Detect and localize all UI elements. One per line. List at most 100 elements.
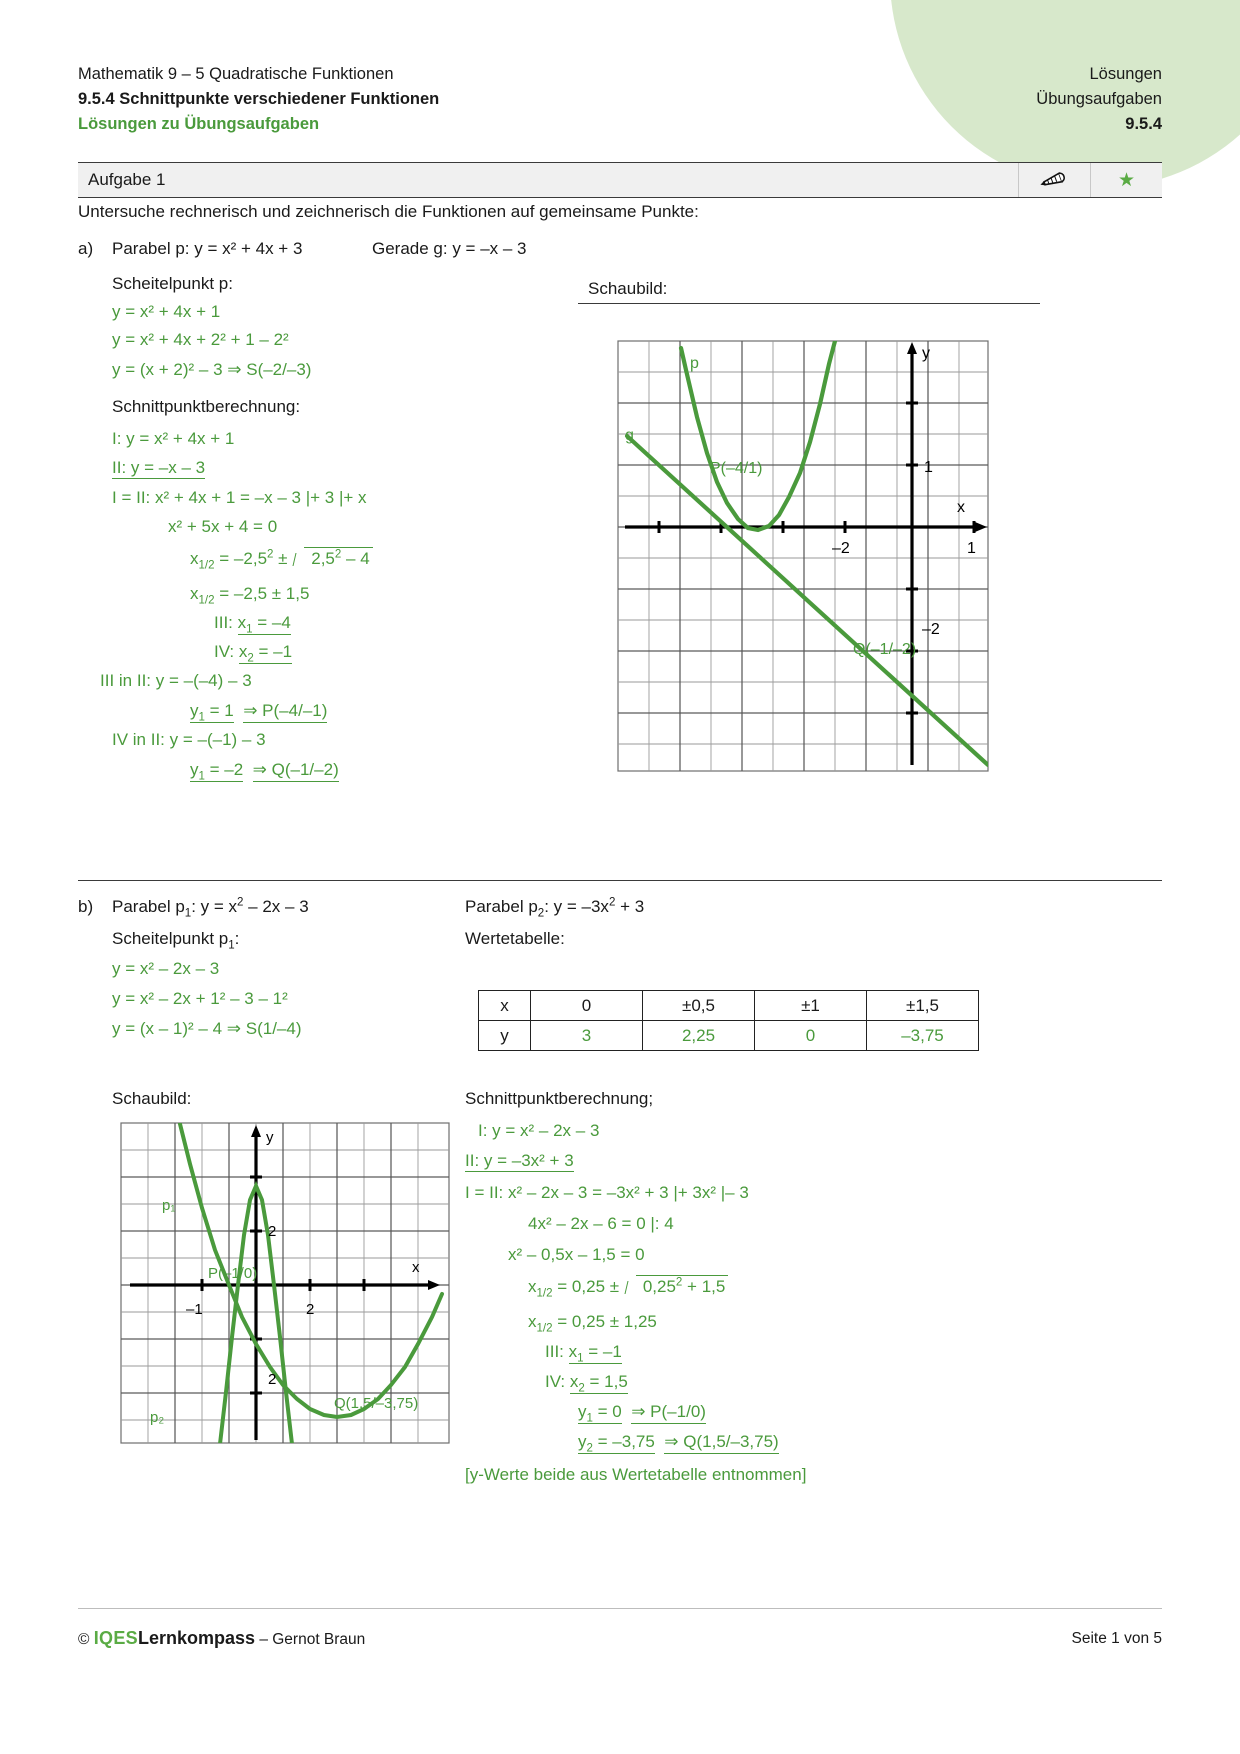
part-b-graph-heading: Schaubild:: [112, 1089, 192, 1108]
page-header: Mathematik 9 – 5 Quadratische Funktionen…: [78, 62, 1162, 137]
graph-a-tick-x-m2: –2: [832, 540, 850, 557]
part-b-point-P: ⇒ P(–1/0): [631, 1402, 706, 1424]
table-cell-x-0: 0: [530, 990, 643, 1021]
table-row-label-y: y: [478, 1020, 531, 1051]
table-cell-x-3: ±1,5: [866, 990, 979, 1021]
part-b-sub-1: y1 = 0 ⇒ P(–1/0): [578, 1402, 706, 1424]
part-a-marker: a): [78, 239, 94, 258]
table-row-y: y 3 2,25 0 –3,75: [478, 1020, 979, 1051]
part-b-x2: x2 = 1,5: [569, 1372, 628, 1395]
part-a-vertex-heading: Scheitelpunkt p:: [112, 274, 233, 293]
part-b-step-equate: I = II: x² – 2x – 3 = –3x² + 3 |+ 3x² |–…: [465, 1183, 749, 1202]
part-a-parabola: Parabel p: y = x² + 4x + 3: [112, 239, 303, 258]
part-a-x2: x2 = –1: [238, 642, 293, 665]
pencil-icon-cell: [1018, 163, 1090, 197]
graph-b-tick-2-down: 2: [268, 1371, 276, 1388]
part-b-radicand: 0,252 + 1,5: [642, 1276, 726, 1296]
footer-brand: © IQESLernkompass – Gernot Braun: [78, 1628, 365, 1649]
part-a-step-equate: I = II: x² + 4x + 1 = –x – 3 |+ 3 |+ x: [112, 488, 367, 507]
graph-a-label-P: P(–4/1): [710, 460, 762, 477]
part-b-vertex-heading: Scheitelpunkt p1:: [112, 929, 240, 952]
part-a-quad-prefix: x1/2 = –2,52 ±: [190, 548, 288, 572]
copyright-symbol: ©: [78, 1631, 90, 1648]
part-a-calc-heading: Schnittpunktberechnung:: [112, 397, 301, 416]
part-b-step-collect: 4x² – 2x – 6 = 0 |: 4: [528, 1214, 674, 1233]
part-a-sqrt: 2,52 – 4: [292, 547, 374, 568]
graph-b-label-Q: Q(1,5/–3,75): [334, 1395, 418, 1412]
header-course: Mathematik 9 – 5 Quadratische Funktionen: [78, 65, 394, 83]
graph-b-ticks: [200, 1175, 366, 1395]
graph-a-ticks: [657, 401, 976, 715]
part-a-eq-I: I: y = x² + 4x + 1: [112, 429, 235, 448]
graph-a-label-Q: Q(–1/–2): [853, 641, 916, 658]
graph-b-tick-2-right: 2: [306, 1301, 314, 1318]
part-b-eq-I: I: y = x² – 2x – 3: [478, 1121, 600, 1140]
part-a-point-P: ⇒ P(–4/–1): [243, 701, 328, 723]
table-cell-y-2: 0: [754, 1020, 867, 1051]
task-label: Aufgabe 1: [88, 170, 166, 189]
graph-b-parabola-p1: [178, 1123, 444, 1420]
part-a-line: Gerade g: y = –x – 3: [372, 239, 527, 258]
part-b-eq-II: II: y = –3x² + 3: [465, 1151, 574, 1172]
task-instruction: Untersuche rechnerisch und zeichnerisch …: [78, 202, 699, 221]
part-a-eq-II: II: y = –x – 3: [112, 458, 206, 479]
brand-iqes: IQES: [93, 1628, 138, 1648]
part-a-y2: y1 = –2: [190, 760, 244, 783]
part-b-graph-svg: p₁ p₂ P(–1/0) Q(1,5/–3,75) y x 2 2 –1 2: [120, 1122, 450, 1444]
part-b-y1: y1 = 0: [578, 1402, 622, 1425]
part-b-sub-2: y2 = –3,75 ⇒ Q(1,5/–3,75): [578, 1432, 779, 1454]
pencil-icon: [1039, 172, 1065, 186]
part-a-sub-IV: IV in II: y = –(–1) – 3: [112, 730, 266, 749]
part-b-step-pm: x1/2 = 0,25 ± 1,25: [528, 1312, 657, 1335]
header-section: 9.5.4 Schnittpunkte verschiedener Funkti…: [78, 90, 440, 108]
part-a-step-pm: x1/2 = –2,5 ± 1,5: [190, 584, 310, 607]
part-a-sub-IV-result: y1 = –2 ⇒ Q(–1/–2): [190, 760, 339, 782]
part-b-point-Q: ⇒ Q(1,5/–3,75): [664, 1432, 779, 1454]
header-right-line3: 9.5.4: [1125, 115, 1162, 133]
part-b-calc-heading: Schnittpunktberechnung;: [465, 1089, 654, 1108]
table-cell-y-0: 3: [530, 1020, 643, 1051]
part-b-marker: b): [78, 897, 94, 916]
footer-author: – Gernot Braun: [259, 1631, 366, 1648]
part-a-radicand: 2,52 – 4: [311, 548, 370, 568]
wertetabelle: x 0 ±0,5 ±1 ±1,5 y 3 2,25 0 –3,75: [478, 990, 979, 1051]
graph-b-label-p2: p₂: [150, 1409, 164, 1426]
graph-a-axis-label-x: x: [957, 499, 965, 516]
table-cell-y-3: –3,75: [866, 1020, 979, 1051]
graph-a-label-g: g: [625, 427, 634, 444]
part-b-sqrt: 0,252 + 1,5: [624, 1275, 729, 1296]
part-a-graph-heading: Schaubild:: [588, 279, 668, 298]
part-b-y2: y2 = –3,75: [578, 1432, 655, 1455]
part-a-y1: y1 = 1: [190, 701, 234, 724]
part-a-result-III: III: x1 = –4: [214, 613, 291, 636]
part-a-vertex-step-3: y = (x + 2)² – 3 ⇒ S(–2/–3): [112, 360, 312, 379]
graph-a-tick-y-m2: –2: [922, 621, 940, 638]
table-cell-y-1: 2,25: [642, 1020, 755, 1051]
part-a-point-Q: ⇒ Q(–1/–2): [252, 760, 339, 782]
part-b-vertex-step-2: y = x² – 2x + 1² – 3 – 1²: [112, 989, 288, 1008]
table-row-x: x 0 ±0,5 ±1 ±1,5: [478, 990, 979, 1021]
graph-a-tick-x-1: 1: [967, 540, 976, 557]
brand-lernkompass: Lernkompass: [137, 1628, 255, 1648]
part-b-step-normal: x² – 0,5x – 1,5 = 0: [508, 1245, 645, 1264]
part-b-x1: x1 = –1: [568, 1342, 622, 1365]
graph-a-frame: [617, 340, 989, 772]
graph-a-curves: [624, 341, 988, 768]
page-footer: © IQESLernkompass – Gernot Braun Seite 1…: [78, 1628, 1162, 1649]
part-a-result-IV: IV: x2 = –1: [214, 642, 293, 665]
table-cell-x-1: ±0,5: [642, 990, 755, 1021]
graph-b-label-P: P(–1/0): [208, 1265, 257, 1282]
header-left: Mathematik 9 – 5 Quadratische Funktionen…: [78, 62, 439, 137]
part-b-vertex-step-3: y = (x – 1)² – 4 ⇒ S(1/–4): [112, 1019, 302, 1038]
part-a-step-normal: x² + 5x + 4 = 0: [168, 517, 278, 536]
graph-b-axis-label-y: y: [266, 1129, 274, 1146]
graph-b-tick-m1: –1: [186, 1301, 203, 1318]
header-right: Lösungen Übungsaufgaben 9.5.4: [1036, 62, 1162, 137]
part-a-vertex-step-1: y = x² + 4x + 1: [112, 302, 221, 321]
part-b-vertex-step-1: y = x² – 2x – 3: [112, 959, 220, 978]
part-b-graph: p₁ p₂ P(–1/0) Q(1,5/–3,75) y x 2 2 –1 2: [120, 1122, 450, 1449]
graph-b-tick-2-up: 2: [268, 1223, 276, 1240]
header-right-line1: Lösungen: [1089, 65, 1163, 83]
part-a-graph-rule: [578, 303, 1040, 304]
